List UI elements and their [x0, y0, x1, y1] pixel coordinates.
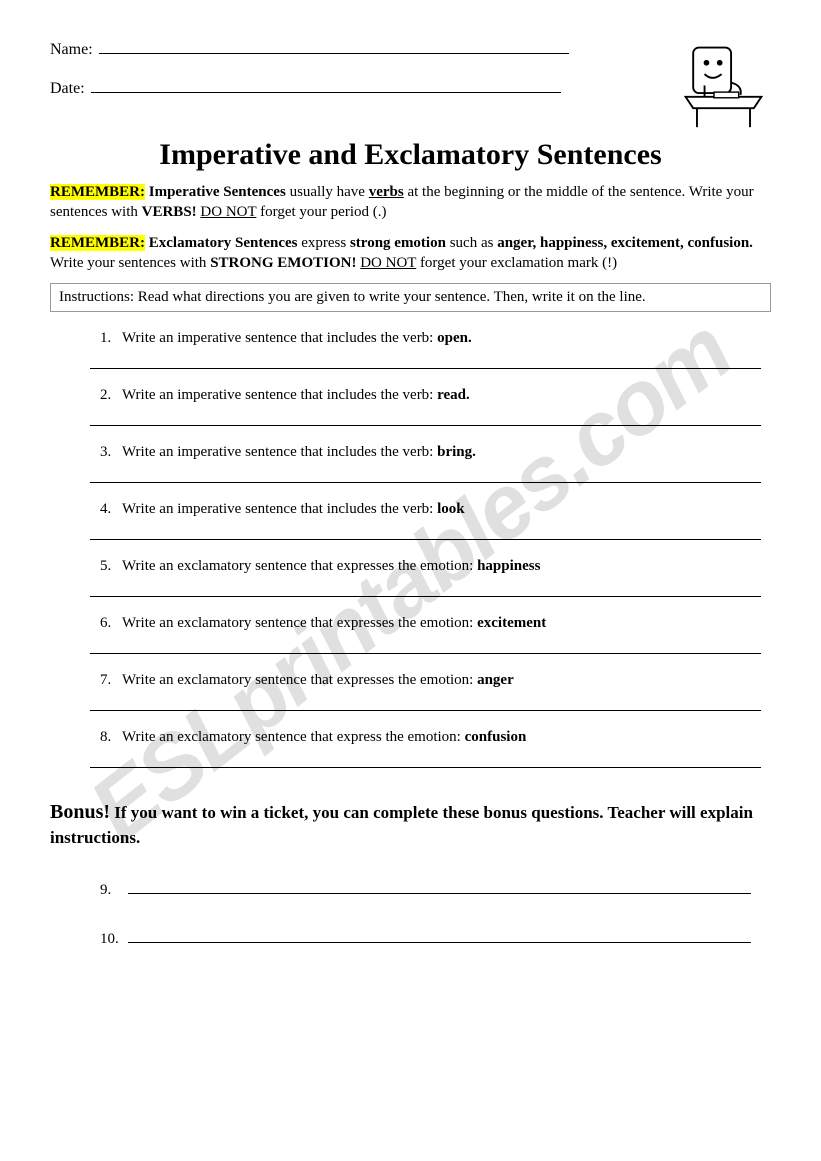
header-row: Name: Date:: [50, 40, 771, 130]
bonus-item: 10.: [100, 929, 771, 948]
question-number: 8.: [100, 729, 122, 746]
question-text: 8.Write an exclamatory sentence that exp…: [100, 729, 771, 746]
question-keyword: happiness: [477, 558, 540, 574]
question-keyword: excitement: [477, 615, 546, 631]
remember-tag: REMEMBER:: [50, 184, 145, 200]
question-prefix: Write an exclamatory sentence that expre…: [122, 615, 477, 631]
name-field[interactable]: Name:: [50, 40, 666, 59]
bonus-number: 9.: [100, 882, 128, 899]
bonus-questions: 9. 10.: [50, 880, 771, 948]
questions-list: 1.Write an imperative sentence that incl…: [50, 330, 771, 768]
remember-exclamatory: REMEMBER: Exclamatory Sentences express …: [50, 233, 771, 274]
question-number: 6.: [100, 615, 122, 632]
question-item: 4.Write an imperative sentence that incl…: [100, 501, 771, 540]
answer-line[interactable]: [90, 353, 761, 369]
question-item: 7.Write an exclamatory sentence that exp…: [100, 672, 771, 711]
bonus-lead: Bonus!: [50, 801, 110, 823]
question-prefix: Write an imperative sentence that includ…: [122, 330, 437, 346]
question-text: 4.Write an imperative sentence that incl…: [100, 501, 771, 518]
answer-line[interactable]: [90, 524, 761, 540]
bonus-item: 9.: [100, 880, 771, 899]
answer-line[interactable]: [90, 467, 761, 483]
question-item: 3.Write an imperative sentence that incl…: [100, 444, 771, 483]
question-prefix: Write an imperative sentence that includ…: [122, 387, 437, 403]
question-prefix: Write an imperative sentence that includ…: [122, 501, 437, 517]
question-prefix: Write an exclamatory sentence that expre…: [122, 672, 477, 688]
answer-line[interactable]: [90, 581, 761, 597]
answer-line[interactable]: [90, 410, 761, 426]
question-item: 5.Write an exclamatory sentence that exp…: [100, 558, 771, 597]
question-text: 3.Write an imperative sentence that incl…: [100, 444, 771, 461]
question-text: 5.Write an exclamatory sentence that exp…: [100, 558, 771, 575]
bonus-section: Bonus! If you want to win a ticket, you …: [50, 798, 771, 850]
question-text: 6.Write an exclamatory sentence that exp…: [100, 615, 771, 632]
bonus-number: 10.: [100, 931, 128, 948]
question-keyword: look: [437, 501, 465, 517]
question-number: 2.: [100, 387, 122, 404]
answer-line[interactable]: [90, 638, 761, 654]
instructions-box: Instructions: Read what directions you a…: [50, 283, 771, 312]
bonus-answer-line[interactable]: [128, 880, 751, 894]
question-item: 8.Write an exclamatory sentence that exp…: [100, 729, 771, 768]
name-label: Name:: [50, 41, 93, 59]
question-item: 1.Write an imperative sentence that incl…: [100, 330, 771, 369]
question-text: 2.Write an imperative sentence that incl…: [100, 387, 771, 404]
bonus-text: Bonus! If you want to win a ticket, you …: [50, 798, 771, 850]
answer-line[interactable]: [90, 695, 761, 711]
question-text: 7.Write an exclamatory sentence that exp…: [100, 672, 771, 689]
desk-clipart-icon: [676, 40, 771, 130]
question-number: 7.: [100, 672, 122, 689]
question-item: 2.Write an imperative sentence that incl…: [100, 387, 771, 426]
worksheet-title: Imperative and Exclamatory Sentences: [50, 138, 771, 172]
answer-line[interactable]: [90, 752, 761, 768]
question-number: 5.: [100, 558, 122, 575]
header-fields: Name: Date:: [50, 40, 666, 118]
date-label: Date:: [50, 80, 85, 98]
date-line[interactable]: [91, 79, 561, 93]
question-prefix: Write an exclamatory sentence that expre…: [122, 558, 477, 574]
question-prefix: Write an exclamatory sentence that expre…: [122, 729, 465, 745]
question-keyword: confusion: [465, 729, 527, 745]
question-keyword: anger: [477, 672, 514, 688]
question-keyword: read.: [437, 387, 470, 403]
remember-imperative: REMEMBER: Imperative Sentences usually h…: [50, 182, 771, 223]
question-number: 3.: [100, 444, 122, 461]
remember-tag: REMEMBER:: [50, 235, 145, 251]
name-line[interactable]: [99, 40, 569, 54]
date-field[interactable]: Date:: [50, 79, 666, 98]
question-prefix: Write an imperative sentence that includ…: [122, 444, 437, 460]
question-keyword: bring.: [437, 444, 476, 460]
question-number: 4.: [100, 501, 122, 518]
question-keyword: open.: [437, 330, 472, 346]
question-item: 6.Write an exclamatory sentence that exp…: [100, 615, 771, 654]
bonus-answer-line[interactable]: [128, 929, 751, 943]
question-number: 1.: [100, 330, 122, 347]
question-text: 1.Write an imperative sentence that incl…: [100, 330, 771, 347]
